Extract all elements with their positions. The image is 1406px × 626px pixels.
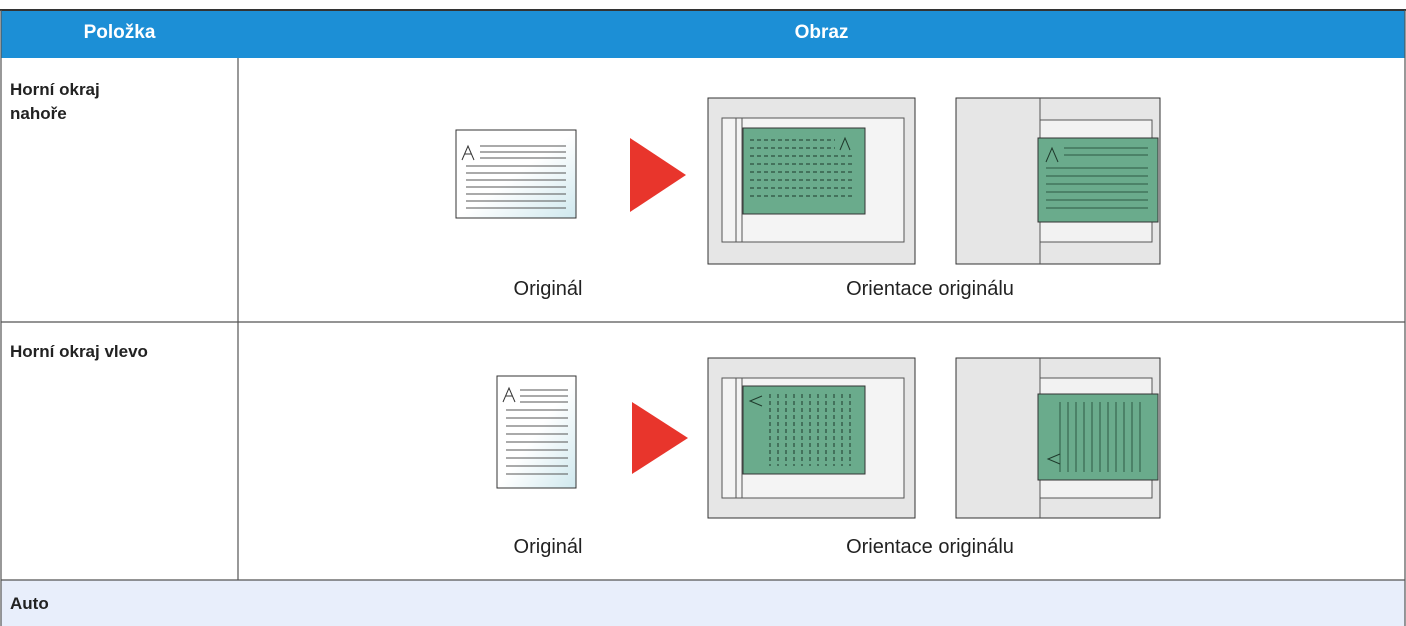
illustration xyxy=(496,357,1161,519)
header-cell: Položka xyxy=(83,22,156,43)
caption: Originál xyxy=(513,278,583,300)
caption: Originál xyxy=(513,536,583,558)
row-label: Auto xyxy=(10,594,49,613)
row-label: Horní okraj vlevo xyxy=(10,342,148,361)
caption: Orientace originálu xyxy=(846,536,1014,558)
illustration xyxy=(455,97,1161,265)
header-cell: Obraz xyxy=(794,22,849,43)
caption: Orientace originálu xyxy=(846,278,1014,300)
row-label: Horní okraj nahoře xyxy=(10,80,100,123)
